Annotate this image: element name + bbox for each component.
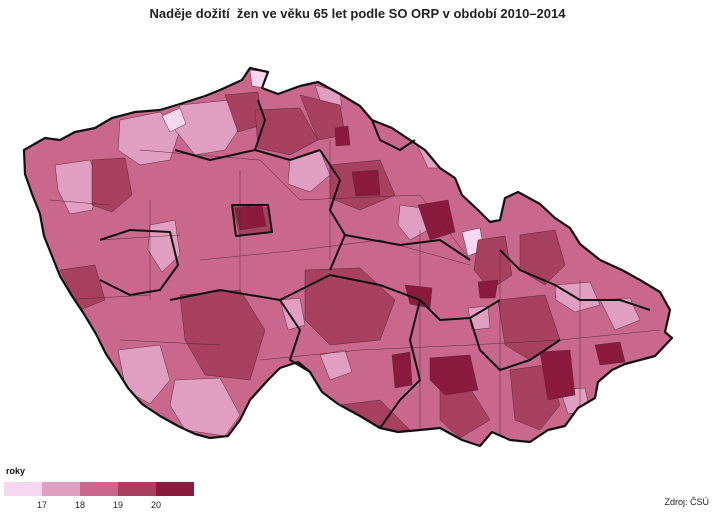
legend-tick-label: 19 (112, 500, 124, 510)
region-patch (391, 351, 413, 389)
region-patch (599, 297, 641, 331)
region-patch (161, 107, 187, 133)
kraj-border (371, 119, 416, 151)
orp-boundaries (49, 140, 661, 440)
kraj-border (499, 249, 651, 311)
region-patch (397, 204, 429, 241)
czechia-base (24, 68, 672, 446)
region-patch (417, 199, 456, 241)
kraj-border (379, 299, 421, 429)
kraj-border (231, 204, 273, 237)
region-patch (319, 349, 353, 381)
legend-color-bar (4, 482, 194, 496)
country-outline (22, 66, 674, 448)
region-patch (304, 267, 396, 346)
map-title: Naděje dožití žen ve věku 65 let podle S… (149, 6, 566, 21)
source-note: Zdroj: ČSÚ (664, 497, 709, 507)
kraj-border (254, 99, 266, 151)
legend-swatch (4, 482, 42, 496)
kraj-border (344, 234, 471, 261)
region-patch (234, 205, 267, 231)
region-patch (279, 297, 306, 331)
kraj-border (279, 299, 311, 373)
region-patch (554, 281, 601, 313)
kraj-border (469, 317, 561, 371)
kraj-border (169, 274, 421, 301)
map-legend: roky 17 18 19 20 (4, 466, 204, 510)
region-patch (519, 229, 566, 286)
region-patch (147, 219, 181, 273)
region-patch (429, 354, 479, 396)
region-patch (404, 284, 433, 309)
region-patch (473, 235, 513, 291)
legend-tick-label: 18 (74, 500, 86, 510)
kraj-border (99, 229, 179, 296)
region-patch (351, 169, 381, 197)
region-patch (91, 157, 133, 213)
legend-title: roky (6, 466, 26, 476)
region-patch (334, 125, 351, 147)
kraj-border (319, 149, 346, 271)
kraj-border (419, 299, 501, 321)
legend-swatch (80, 482, 118, 496)
region-patch (539, 349, 576, 401)
legend-tick-label: 20 (150, 500, 162, 510)
region-patch (594, 341, 626, 366)
legend-swatch (42, 482, 80, 496)
legend-swatch (156, 482, 194, 496)
legend-swatch (118, 482, 156, 496)
legend-tick-label: 17 (36, 500, 48, 510)
region-patch (54, 159, 101, 215)
region-patch (477, 279, 499, 299)
region-patch (117, 111, 181, 166)
